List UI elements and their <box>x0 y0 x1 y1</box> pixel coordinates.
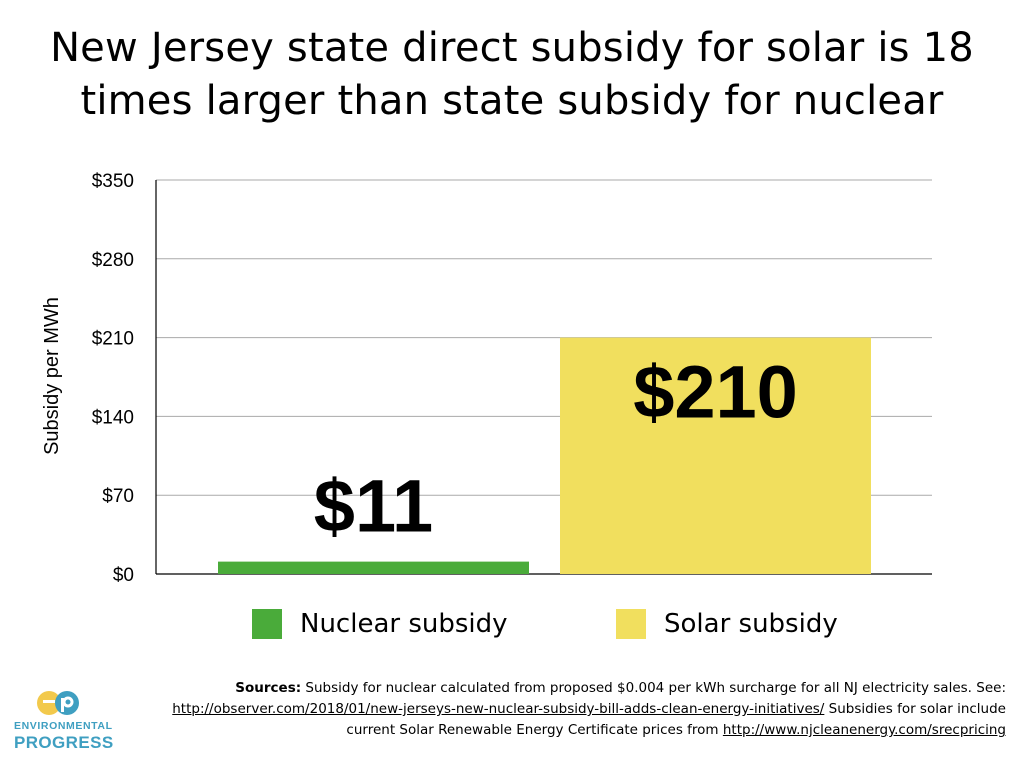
sources-text-2: Subsidies for solar include current Sola… <box>346 701 1006 738</box>
title-line-2: times larger than state subsidy for nucl… <box>80 78 944 124</box>
sources-label: Sources: <box>235 680 302 696</box>
bar-solar <box>560 337 871 574</box>
y-tick-label: $210 <box>92 329 134 350</box>
y-tick-label: $0 <box>113 565 134 586</box>
legend-item-solar: Solar subsidy <box>616 604 838 644</box>
legend-item-nuclear: Nuclear subsidy <box>252 604 508 644</box>
y-axis-label: Subsidy per MWh <box>41 297 63 455</box>
y-tick-label: $70 <box>102 486 134 507</box>
y-tick-label: $140 <box>92 407 134 428</box>
y-axis-ticks: $0 $70 $140 $210 $280 $350 <box>92 171 134 586</box>
environmental-progress-logo: ENVIRONMENTAL PROGRESS <box>14 690 114 754</box>
bar-chart: $0 $70 $140 $210 $280 $350 $11 $210 Subsidy pe… <box>41 171 932 586</box>
legend: Nuclear subsidy Solar subsidy <box>0 604 1024 644</box>
legend-swatch-nuclear <box>252 609 282 639</box>
bar-nuclear <box>218 561 529 574</box>
bars <box>218 337 871 574</box>
title-line-1: New Jersey state direct subsidy for sola… <box>50 25 974 71</box>
y-tick-label: $280 <box>92 250 134 271</box>
data-label-solar: $210 <box>633 351 798 434</box>
data-labels: $11 $210 <box>314 351 798 548</box>
legend-label-solar: Solar subsidy <box>664 609 838 639</box>
data-label-nuclear: $11 <box>314 465 433 548</box>
logo-line-1: ENVIRONMENTAL <box>14 720 113 732</box>
chart-title: New Jersey state direct subsidy for sola… <box>0 22 1024 128</box>
logo-line-2: PROGRESS <box>14 733 114 752</box>
sources-link-njcleanenergy[interactable]: http://www.njcleanenergy.com/srecpricing <box>722 722 1006 738</box>
y-tick-label: $350 <box>92 171 134 192</box>
legend-label-nuclear: Nuclear subsidy <box>300 609 508 639</box>
legend-swatch-solar <box>616 609 646 639</box>
sources-note: Sources: Subsidy for nuclear calculated … <box>126 678 1006 741</box>
sources-link-observer[interactable]: http://observer.com/2018/01/new-jerseys-… <box>172 701 825 717</box>
logo-text: ENVIRONMENTAL PROGRESS <box>14 720 114 752</box>
logo-mark-icon <box>37 691 79 715</box>
sources-text-1: Subsidy for nuclear calculated from prop… <box>301 680 1006 696</box>
